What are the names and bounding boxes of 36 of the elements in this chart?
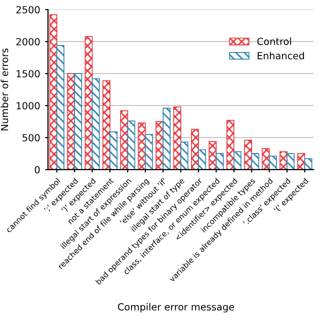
y-axis-title: Number of errors xyxy=(0,48,8,130)
bar xyxy=(216,153,224,170)
bar xyxy=(244,140,252,170)
x-axis-title: Compiler error message xyxy=(118,303,234,312)
bar xyxy=(226,120,234,170)
bar xyxy=(234,151,242,170)
bar xyxy=(262,148,270,170)
bar xyxy=(127,120,136,170)
bar xyxy=(208,141,217,170)
y-tick-label: 2000 xyxy=(16,38,40,46)
y-tick-label: 1000 xyxy=(16,102,40,110)
bar xyxy=(180,142,188,170)
bar xyxy=(251,153,260,170)
bar xyxy=(162,108,171,170)
bar xyxy=(102,80,110,170)
bar xyxy=(120,110,128,170)
y-tick-label: 0 xyxy=(34,166,40,174)
bar xyxy=(110,131,118,170)
y-tick-label: 500 xyxy=(22,134,40,142)
bar xyxy=(286,153,295,170)
bar xyxy=(138,122,146,170)
bar xyxy=(191,128,199,170)
y-tick-label: 1500 xyxy=(16,70,40,78)
bar xyxy=(92,78,100,170)
bar xyxy=(49,14,58,170)
y-tick-label: 2500 xyxy=(16,6,40,14)
bar xyxy=(297,153,306,170)
bar xyxy=(74,73,82,170)
bar xyxy=(173,106,182,170)
bar xyxy=(144,134,153,170)
bar xyxy=(84,36,93,170)
legend-label: Control xyxy=(257,38,291,46)
bar xyxy=(56,45,64,170)
bar xyxy=(198,149,206,170)
legend-label: Enhanced xyxy=(258,52,304,60)
bar xyxy=(268,156,277,170)
